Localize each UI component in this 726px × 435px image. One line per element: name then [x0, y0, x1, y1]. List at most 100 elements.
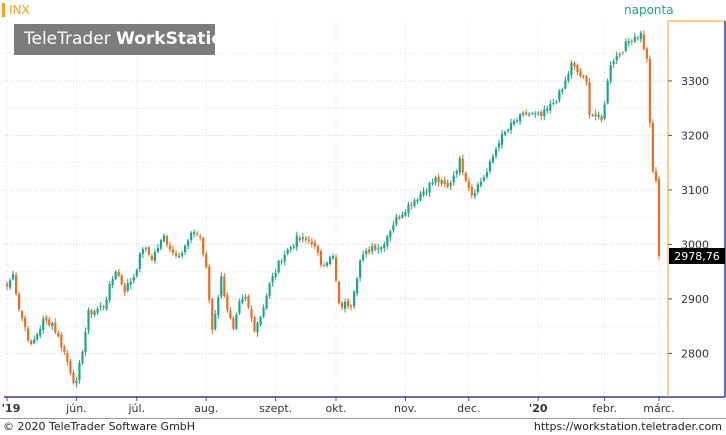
candle-body — [612, 61, 615, 64]
candle-body — [325, 262, 329, 266]
candle-body — [597, 115, 600, 117]
candle-body — [615, 55, 618, 61]
candle-body — [171, 249, 175, 253]
candle-body — [503, 131, 507, 135]
candle-body — [642, 34, 645, 50]
candle-body — [648, 58, 651, 124]
candle-body — [256, 323, 259, 333]
candle-body — [416, 199, 419, 202]
candle-body — [428, 182, 431, 193]
candle-body — [322, 264, 326, 266]
symbol-label: INX — [2, 3, 30, 17]
candle-body — [401, 214, 404, 218]
last-price-label: 2978,76 — [674, 250, 720, 263]
candle-body — [108, 284, 111, 301]
period-label[interactable]: naponta — [624, 3, 674, 17]
candle-body — [639, 32, 642, 40]
candle-body — [606, 80, 609, 104]
candle-body — [334, 257, 338, 281]
candle-body — [223, 276, 226, 297]
candle-body — [45, 317, 48, 321]
candle-body — [159, 240, 163, 249]
candle-body — [259, 316, 262, 325]
candle-body — [165, 236, 169, 245]
candle-body — [582, 76, 585, 78]
candle-body — [407, 204, 410, 213]
candle-body — [398, 216, 401, 219]
candle-body — [117, 271, 120, 276]
candle-body — [138, 253, 141, 270]
candle-body — [96, 308, 99, 313]
candle-body — [5, 283, 9, 287]
candle-body — [645, 48, 648, 59]
candle-body — [377, 248, 380, 250]
candle-body — [187, 240, 190, 247]
candle-body — [105, 299, 108, 309]
candle-body — [250, 309, 253, 318]
candlestick-series — [5, 30, 661, 387]
candle-body — [205, 254, 208, 268]
candle-body — [356, 278, 359, 294]
candle-body — [211, 299, 214, 330]
y-tick-label: 3300 — [681, 75, 709, 88]
candle-body — [316, 245, 319, 253]
candle-body — [57, 332, 60, 337]
candle-body — [340, 302, 344, 308]
candle-body — [651, 123, 654, 172]
candle-body — [479, 181, 482, 186]
candle-body — [546, 108, 549, 111]
candle-body — [262, 307, 265, 317]
candle-body — [75, 380, 78, 384]
candle-body — [63, 346, 66, 352]
candle-body — [226, 295, 229, 310]
candle-body — [111, 279, 114, 285]
candle-body — [247, 295, 250, 308]
x-tick-label: nov. — [394, 402, 417, 415]
candle-body — [603, 104, 606, 119]
candle-body — [295, 235, 298, 247]
last-price-box — [669, 247, 725, 264]
candle-body — [561, 89, 564, 92]
candle-body — [229, 310, 232, 318]
candle-body — [488, 161, 492, 172]
candle-body — [283, 254, 286, 261]
candle-body — [437, 176, 440, 183]
candle-body — [253, 317, 256, 332]
candle-body — [99, 306, 102, 308]
candle-body — [54, 322, 57, 333]
candle-body — [440, 180, 443, 184]
candle-body — [522, 112, 525, 115]
candle-body — [353, 291, 356, 307]
candle-body — [365, 250, 368, 255]
candle-body — [190, 232, 193, 240]
candle-body — [132, 277, 135, 281]
candle-body — [346, 300, 350, 307]
candle-body — [359, 260, 362, 278]
candle-body — [368, 249, 371, 253]
candle-body — [600, 115, 603, 121]
candle-body — [81, 351, 84, 364]
candle-body — [24, 318, 27, 328]
candle-body — [383, 244, 386, 248]
candle-body — [241, 299, 244, 303]
candle-body — [126, 283, 129, 291]
candle-body — [449, 182, 452, 186]
candle-body — [543, 109, 546, 117]
workstation-link[interactable]: https://workstation.teletrader.com — [533, 420, 722, 433]
candle-body — [268, 283, 271, 296]
candle-body — [455, 170, 458, 175]
candle-body — [184, 245, 187, 253]
candle-body — [331, 255, 335, 259]
candle-body — [482, 177, 485, 181]
candle-body — [60, 334, 63, 348]
candle-body — [271, 276, 274, 283]
candle-body — [280, 261, 283, 263]
candle-body — [177, 256, 181, 258]
candle-body — [470, 187, 473, 196]
candle-body — [93, 311, 96, 315]
candle-body — [66, 353, 69, 362]
candle-body — [509, 122, 513, 131]
candle-body — [337, 281, 341, 304]
